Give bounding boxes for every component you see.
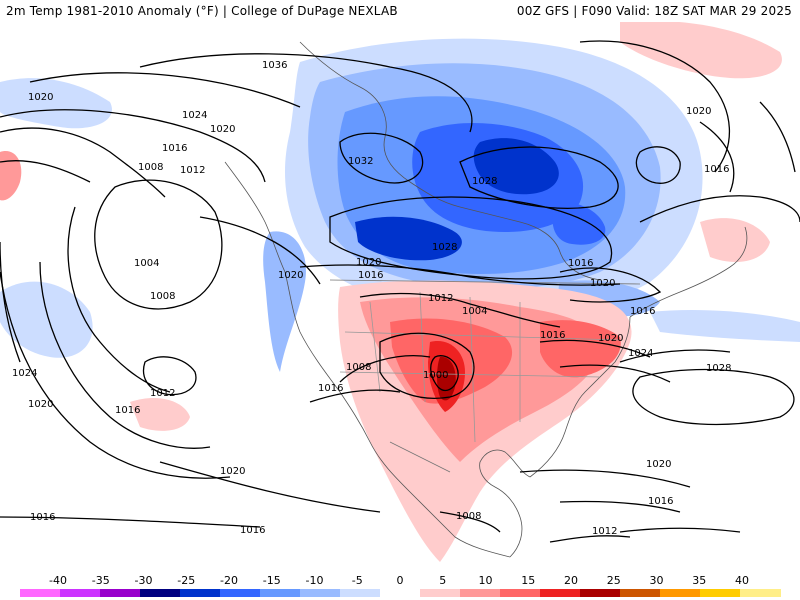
- map-title: 2m Temp 1981-2010 Anomaly (°F) | College…: [6, 4, 398, 18]
- isobar-label: 1016: [162, 143, 187, 154]
- isobar-label: 1016: [704, 164, 729, 175]
- legend-tick-label: 5: [439, 574, 447, 587]
- isobar-label: 1012: [180, 165, 205, 176]
- legend-color-swatch: [620, 589, 661, 597]
- anomaly-map: 1036 1032 1028 1028 1024 1020 1020 1016 …: [0, 22, 800, 572]
- legend-tick-label: -10: [305, 574, 324, 587]
- isobar-label: 1024: [628, 348, 653, 359]
- isobar-label: 1008: [346, 362, 371, 373]
- isobar-label: 1012: [592, 526, 617, 537]
- isobar-label: 1020: [598, 333, 623, 344]
- isobar-label: 1032: [348, 156, 373, 167]
- isobar-label: 1024: [12, 368, 37, 379]
- legend-tick-label: -30: [134, 574, 153, 587]
- legend-colorbar: [20, 589, 781, 597]
- legend-tick-label: -35: [91, 574, 110, 587]
- legend-tick-label: 0: [396, 574, 404, 587]
- isobar-label: 1004: [462, 306, 487, 317]
- legend-tick-label: 40: [735, 574, 749, 587]
- legend-tick-label: 10: [478, 574, 493, 587]
- legend-color-swatch: [380, 589, 421, 597]
- isobar-label: 1016: [30, 512, 55, 523]
- legend-color-swatch: [20, 589, 61, 597]
- cold-anomaly-shading: [285, 38, 703, 316]
- isobar-label: 1004: [134, 258, 159, 269]
- isobar-label: 1016: [540, 330, 565, 341]
- legend-color-swatch: [60, 589, 101, 597]
- legend-tick-label: 20: [564, 574, 578, 587]
- isobar-label: 1016: [648, 496, 673, 507]
- isobar-label: 1028: [706, 363, 731, 374]
- legend-color-swatch: [660, 589, 701, 597]
- legend-tick-label: -5: [351, 574, 363, 587]
- legend-color-swatch: [100, 589, 141, 597]
- model-valid-time: 00Z GFS | F090 Valid: 18Z SAT MAR 29 202…: [516, 4, 792, 18]
- isobar-label: 1020: [590, 278, 615, 289]
- coastline-outlines: [224, 41, 748, 558]
- isobar-label: 1020: [278, 270, 303, 281]
- legend-tick-label: 15: [521, 574, 536, 587]
- isobar-label: 1036: [262, 60, 287, 71]
- legend-color-swatch: [580, 589, 621, 597]
- legend-color-swatch: [140, 589, 181, 597]
- isobar-label: 1016: [318, 383, 343, 394]
- legend-tick-label: 30: [649, 574, 664, 587]
- legend-color-swatch: [260, 589, 301, 597]
- isobar-label: 1016: [358, 270, 383, 281]
- isobar-label: 1016: [240, 525, 265, 536]
- isobar-label: 1028: [472, 176, 497, 187]
- legend-tick-label: -15: [262, 574, 281, 587]
- isobar-contours: [0, 40, 800, 543]
- legend-color-swatch: [420, 589, 461, 597]
- legend-tick-label: -20: [220, 574, 238, 587]
- legend-tick-label: -40: [49, 574, 67, 587]
- isobar-labels: 1036 1032 1028 1028 1024 1020 1020 1016 …: [12, 60, 731, 537]
- isobar-label: 1016: [630, 306, 655, 317]
- isobar-label: 1020: [28, 92, 53, 103]
- map-panel: 1036 1032 1028 1028 1024 1020 1020 1016 …: [0, 22, 800, 572]
- legend-color-swatch: [700, 589, 741, 597]
- isobar-label: 1028: [432, 242, 457, 253]
- isobar-label: 1008: [456, 511, 481, 522]
- isobar-label: 1024: [182, 110, 207, 121]
- legend-tick-label: -25: [177, 574, 196, 587]
- legend-color-swatch: [340, 589, 381, 597]
- legend-color-swatch: [540, 589, 581, 597]
- color-scale-legend: -40 -35 -30 -25 -20 -15 -10 -5 0 5 10 15 20 25 30 35 40: [0, 572, 800, 600]
- header-bar: 2m Temp 1981-2010 Anomaly (°F) | College…: [0, 0, 800, 22]
- legend-color-swatch: [300, 589, 341, 597]
- legend-color-swatch: [460, 589, 501, 597]
- isobar-label: 1008: [150, 291, 175, 302]
- legend-tick-label: 25: [606, 574, 621, 587]
- isobar-label: 1016: [568, 258, 593, 269]
- isobar-label: 1008: [138, 162, 163, 173]
- isobar-label: 1020: [28, 399, 53, 410]
- legend-color-swatch: [740, 589, 781, 597]
- isobar-label: 1020: [356, 257, 381, 268]
- legend-tick-label: 35: [692, 574, 707, 587]
- isobar-label: 1016: [115, 405, 140, 416]
- pacific-cold-patches: [0, 78, 800, 372]
- isobar-label: 1012: [150, 388, 175, 399]
- legend-color-swatch: [500, 589, 541, 597]
- isobar-label: 1020: [686, 106, 711, 117]
- isobar-label: 1012: [428, 293, 453, 304]
- isobar-label: 1020: [220, 466, 245, 477]
- isobar-label: 1020: [646, 459, 671, 470]
- warm-anomaly-shading: [0, 22, 782, 562]
- legend-color-swatch: [220, 589, 261, 597]
- isobar-label: 1000: [423, 370, 448, 381]
- isobar-label: 1020: [210, 124, 235, 135]
- legend-color-swatch: [180, 589, 221, 597]
